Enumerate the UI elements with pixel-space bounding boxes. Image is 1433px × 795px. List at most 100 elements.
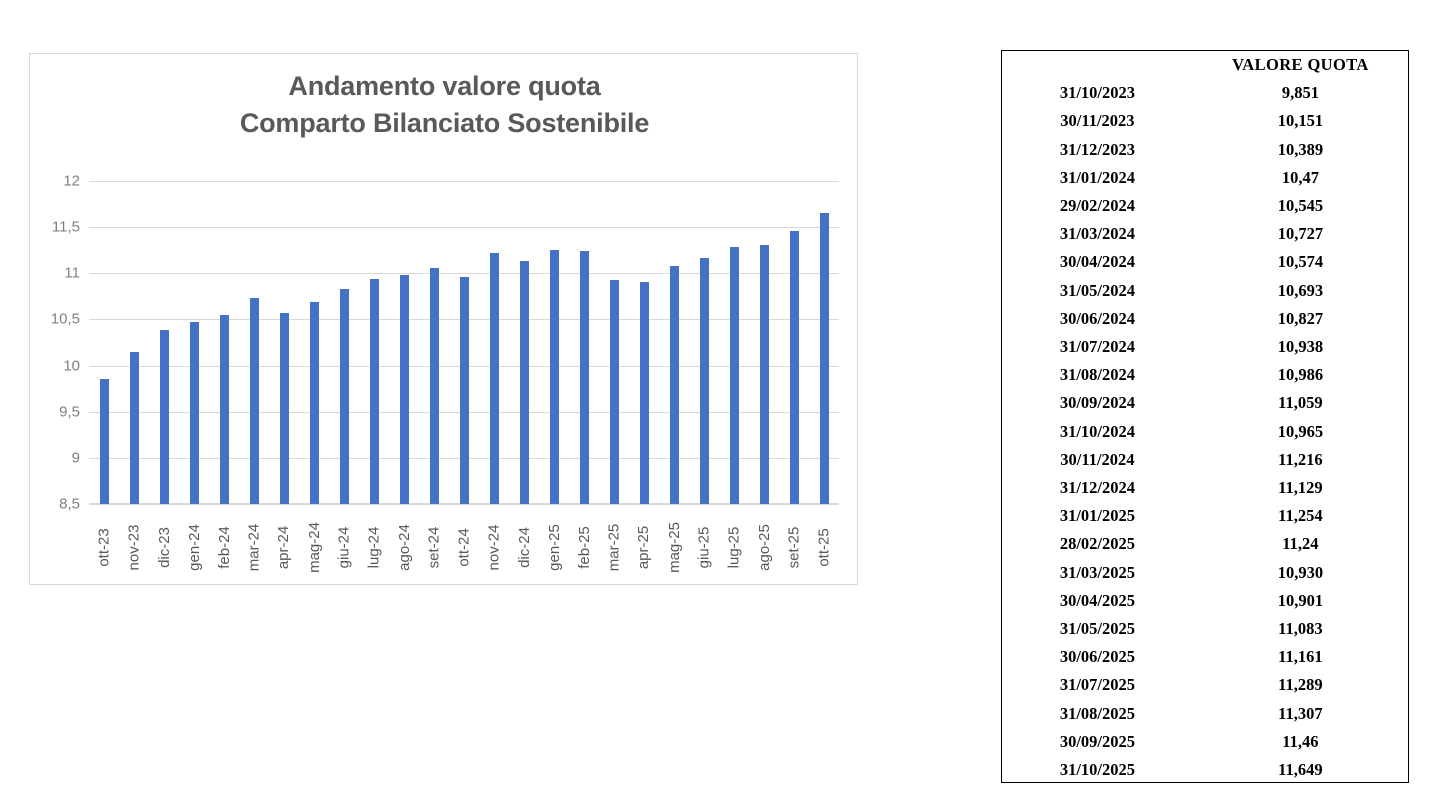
x-axis-tick-label: ago-24 xyxy=(395,524,413,571)
x-axis-tick-label: dic-24 xyxy=(515,527,533,568)
table-row: 31/07/2024 10,938 xyxy=(1002,333,1408,361)
chart-bar xyxy=(129,351,139,504)
y-axis-tick-label: 11,5 xyxy=(51,218,80,236)
table-row: 31/03/2025 10,930 xyxy=(1002,559,1408,587)
cell-date: 30/06/2025 xyxy=(1059,647,1135,667)
chart-title-line-2: Comparto Bilanciato Sostenibile xyxy=(239,108,650,138)
chart-bar xyxy=(789,230,799,504)
table-row: 30/11/2023 10,151 xyxy=(1002,107,1408,135)
table-row: 31/03/2024 10,727 xyxy=(1002,220,1408,248)
table-row: 31/12/2023 10,389 xyxy=(1002,136,1408,164)
cell-valore-quota: 11,46 xyxy=(1282,731,1319,751)
chart-panel: Andamento valore quota Comparto Bilancia… xyxy=(29,53,858,585)
x-axis-tick-label: mag-25 xyxy=(665,522,683,573)
table-row: 30/11/2024 11,216 xyxy=(1002,446,1408,474)
cell-date: 31/08/2025 xyxy=(1059,703,1135,723)
chart-bar xyxy=(819,213,829,504)
x-axis-tick-label: ott-24 xyxy=(455,528,473,567)
cell-valore-quota: 10,47 xyxy=(1281,167,1319,187)
chart-bar xyxy=(189,322,199,504)
chart-bar xyxy=(699,258,709,504)
table-row: 31/10/2023 9,851 xyxy=(1002,79,1408,107)
cell-date: 31/01/2024 xyxy=(1059,167,1135,187)
y-axis-tick-label: 9,5 xyxy=(59,403,80,421)
cell-date: 30/09/2024 xyxy=(1059,393,1135,413)
cell-date: 30/11/2023 xyxy=(1060,111,1135,131)
chart-plot-area: 8,5 9 9,5 10 10,5 11 11,5 12 ott-23 nov-23 dic-23… xyxy=(51,174,839,573)
cell-valore-quota: 11,254 xyxy=(1278,506,1323,526)
y-axis-tick-label: 10,5 xyxy=(50,310,80,328)
quota-table: VALORE QUOTA 31/10/2023 9,851 30/11/2023 10… xyxy=(1002,51,1408,784)
cell-date: 30/04/2024 xyxy=(1059,252,1135,272)
chart-bar xyxy=(669,265,679,504)
table-row: 31/10/2025 11,649 xyxy=(1002,756,1408,784)
cell-date: 30/09/2025 xyxy=(1059,731,1135,751)
chart-gridline xyxy=(89,273,839,275)
chart-bar xyxy=(549,249,559,504)
table-row: 31/08/2024 10,986 xyxy=(1002,361,1408,389)
x-axis-tick-label: gen-24 xyxy=(185,524,203,571)
x-axis-tick-label: giu-25 xyxy=(695,526,713,569)
y-axis-tick-label: 9 xyxy=(71,449,80,467)
cell-valore-quota: 10,938 xyxy=(1277,337,1324,357)
chart-bar xyxy=(609,279,619,504)
table-row: 30/09/2025 11,46 xyxy=(1002,728,1408,756)
cell-valore-quota: 11,289 xyxy=(1278,675,1323,695)
table-row: 29/02/2024 10,545 xyxy=(1002,192,1408,220)
chart-bar xyxy=(309,301,319,504)
chart-bar xyxy=(249,298,259,504)
x-axis-tick-label: mar-25 xyxy=(605,523,623,572)
chart-title: Andamento valore quota Comparto Bilancia… xyxy=(30,68,859,142)
x-axis-tick-label: feb-25 xyxy=(575,526,593,569)
table-row: 30/06/2025 11,161 xyxy=(1002,643,1408,671)
chart-title-line-1: Andamento valore quota xyxy=(288,71,601,101)
table-row: 31/05/2025 11,083 xyxy=(1002,615,1408,643)
chart-bar xyxy=(579,251,589,504)
table-row: 31/08/2025 11,307 xyxy=(1002,700,1408,728)
x-axis-tick-label: lug-25 xyxy=(725,526,743,569)
cell-valore-quota: 10,986 xyxy=(1277,365,1324,385)
x-axis-tick-label: feb-24 xyxy=(215,526,233,569)
chart-axis-baseline xyxy=(89,503,839,505)
quota-table-panel: VALORE QUOTA 31/10/2023 9,851 30/11/2023 10… xyxy=(1001,50,1409,783)
x-axis-tick-label: nov-23 xyxy=(125,524,143,571)
cell-valore-quota: 11,059 xyxy=(1278,393,1323,413)
y-axis-tick-label: 8,5 xyxy=(59,495,80,513)
cell-valore-quota: 10,827 xyxy=(1277,308,1324,328)
table-row: 30/09/2024 11,059 xyxy=(1002,389,1408,417)
cell-date: 31/07/2025 xyxy=(1059,675,1135,695)
table-row: 30/04/2025 10,901 xyxy=(1002,587,1408,615)
cell-date: 31/03/2025 xyxy=(1059,562,1135,582)
cell-date: 31/07/2024 xyxy=(1059,337,1135,357)
cell-valore-quota: 11,161 xyxy=(1278,647,1323,667)
cell-valore-quota: 9,851 xyxy=(1281,83,1319,103)
y-axis-tick-label: 12 xyxy=(63,172,80,190)
x-axis-tick-label: gen-25 xyxy=(545,524,563,571)
table-row: 28/02/2025 11,24 xyxy=(1002,530,1408,558)
cell-valore-quota: 10,901 xyxy=(1277,590,1324,610)
cell-date: 31/05/2024 xyxy=(1059,280,1135,300)
table-row: 31/01/2025 11,254 xyxy=(1002,502,1408,530)
cell-valore-quota: 10,930 xyxy=(1277,562,1324,582)
chart-bar xyxy=(429,267,439,504)
chart-gridline xyxy=(89,227,839,229)
x-axis-tick-label: mag-24 xyxy=(305,522,323,573)
x-axis-tick-label: ott-25 xyxy=(815,528,833,567)
column-header-valore-quota: VALORE QUOTA xyxy=(1232,55,1369,74)
chart-bar xyxy=(519,261,529,504)
chart-bar xyxy=(159,329,169,504)
x-axis-tick-label: ott-23 xyxy=(95,528,113,567)
quota-table-head: VALORE QUOTA xyxy=(1002,51,1408,79)
x-axis-tick-label: giu-24 xyxy=(335,526,353,569)
cell-date: 30/06/2024 xyxy=(1059,308,1135,328)
cell-valore-quota: 11,24 xyxy=(1282,534,1319,554)
x-axis-tick-label: set-24 xyxy=(425,526,443,569)
cell-valore-quota: 10,574 xyxy=(1277,252,1324,272)
table-row: 30/04/2024 10,574 xyxy=(1002,248,1408,276)
table-row: 31/07/2025 11,289 xyxy=(1002,671,1408,699)
cell-valore-quota: 10,965 xyxy=(1277,421,1324,441)
chart-bar xyxy=(459,276,469,504)
x-axis-tick-label: ago-25 xyxy=(755,524,773,571)
cell-valore-quota: 10,545 xyxy=(1277,196,1324,216)
x-axis-tick-label: mar-24 xyxy=(245,523,263,572)
